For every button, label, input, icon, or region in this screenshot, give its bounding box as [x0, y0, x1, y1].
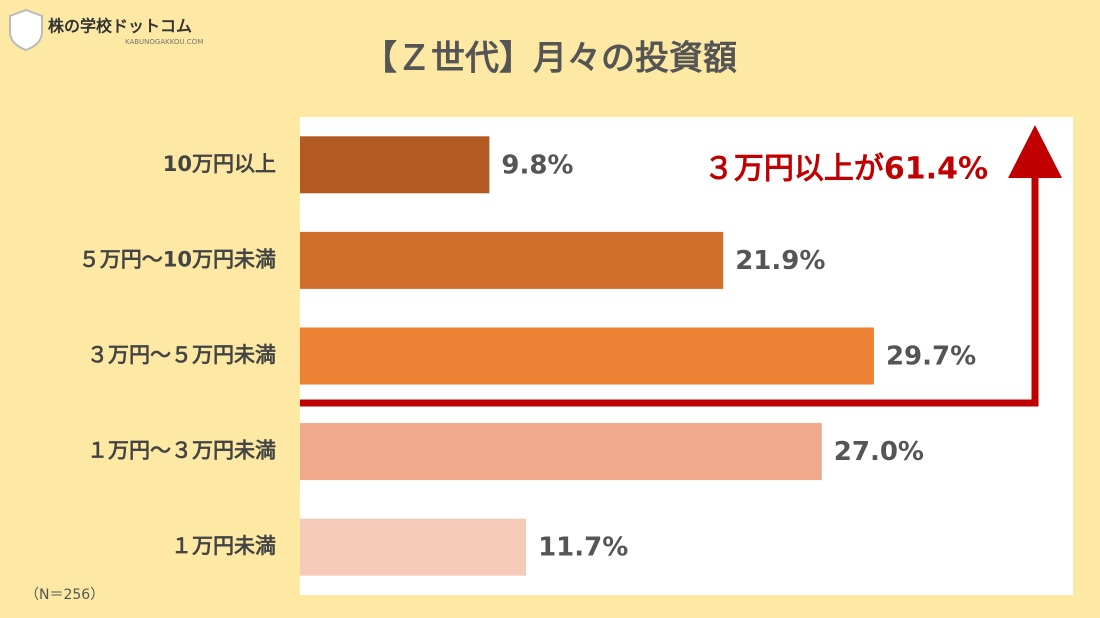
category-label: １万円未満 — [171, 534, 276, 558]
category-label: ３万円～５万円未満 — [87, 343, 276, 367]
logo: 株の学校ドットコム KABUNOGAKKOU.COM — [9, 8, 203, 52]
arrow — [300, 125, 1062, 407]
brand-url: KABUNOGAKKOU.COM — [125, 38, 203, 46]
value-label: 11.7% — [538, 533, 628, 563]
value-label: 9.8% — [501, 150, 573, 180]
value-label: 27.0% — [834, 437, 924, 467]
category-label: ５万円～10万円未満 — [79, 247, 276, 271]
bar — [300, 327, 874, 385]
chart-title: 【Ｚ世代】月々の投資額 — [363, 39, 737, 79]
bar — [300, 136, 490, 194]
brand-name: 株の学校ドットコム — [48, 17, 192, 36]
category-label: １万円～３万円未満 — [87, 439, 276, 463]
bar — [300, 518, 527, 576]
arrow-line — [300, 175, 1039, 407]
annotation: ３万円以上が61.4% — [704, 152, 988, 187]
value-label: 21.9% — [735, 246, 825, 276]
arrow-head — [1008, 125, 1062, 178]
value-label: 29.7% — [886, 342, 976, 372]
category-label: 10万円以上 — [163, 152, 276, 176]
bar — [300, 231, 724, 289]
bar — [300, 423, 822, 481]
logo-shield — [9, 8, 43, 52]
note: （N＝256） — [25, 587, 104, 603]
